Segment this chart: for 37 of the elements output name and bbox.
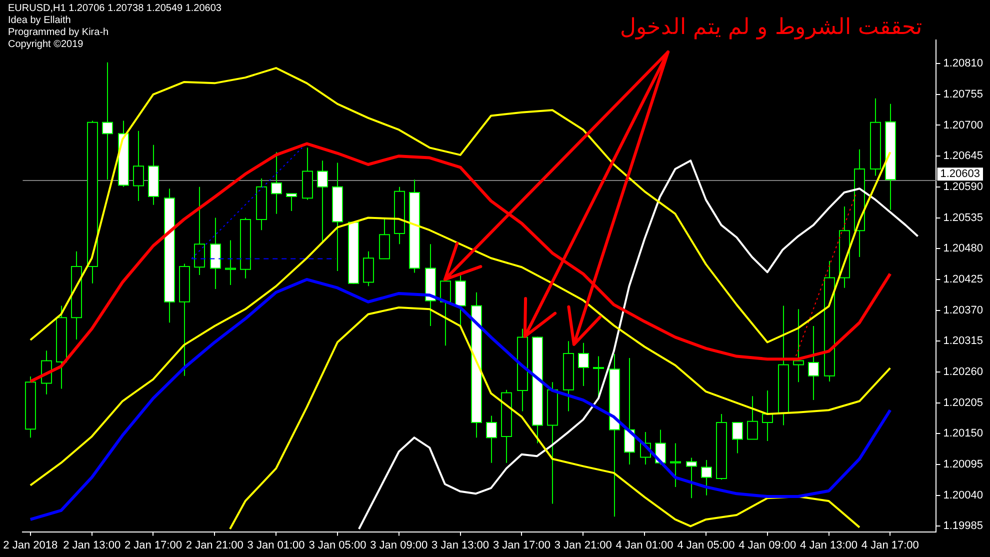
y-tick-label: 1.20755 bbox=[943, 88, 984, 100]
x-tick-label: 2 Jan 17:00 bbox=[124, 539, 182, 552]
y-tick-label: 1.20535 bbox=[943, 212, 984, 224]
ref-line-label: 1.20603 bbox=[940, 168, 980, 180]
y-tick-label: 1.20040 bbox=[943, 489, 984, 502]
y-tick-label: 1.20150 bbox=[943, 428, 984, 440]
y-tick-label: 1.20260 bbox=[943, 366, 984, 378]
x-tick-label: 3 Jan 13:00 bbox=[432, 539, 490, 552]
y-tick-label: 1.19985 bbox=[943, 520, 984, 532]
x-tick-label: 4 Jan 13:00 bbox=[800, 539, 858, 552]
x-tick-label: 4 Jan 01:00 bbox=[616, 539, 674, 552]
x-tick-label: 3 Jan 05:00 bbox=[308, 539, 366, 552]
x-tick-label: 3 Jan 17:00 bbox=[492, 539, 550, 552]
x-tick-label: 3 Jan 01:00 bbox=[247, 539, 305, 552]
x-tick-label: 2 Jan 21:00 bbox=[186, 539, 244, 552]
x-tick-label: 2 Jan 13:00 bbox=[63, 539, 121, 552]
y-tick-label: 1.20425 bbox=[943, 273, 984, 286]
x-tick-label: 4 Jan 17:00 bbox=[861, 539, 919, 552]
x-tick-label: 3 Jan 21:00 bbox=[554, 539, 612, 552]
y-tick-label: 1.20095 bbox=[943, 458, 984, 471]
y-tick-label: 1.20645 bbox=[943, 150, 984, 162]
y-tick-label: 1.20205 bbox=[943, 396, 984, 409]
annotation: تحققت الشروط و لم يتم الدخول bbox=[620, 14, 922, 40]
text: Programmed by Kira-h bbox=[8, 27, 110, 39]
y-tick-label: 1.20480 bbox=[943, 242, 984, 255]
y-tick-label: 1.20590 bbox=[943, 180, 984, 193]
y-tick-label: 1.20700 bbox=[943, 119, 984, 132]
y-tick-label: 1.20315 bbox=[943, 335, 984, 348]
x-tick-label: 2 Jan 2018 bbox=[3, 539, 58, 552]
x-tick-label: 4 Jan 09:00 bbox=[738, 539, 796, 552]
y-tick-label: 1.20810 bbox=[943, 58, 984, 70]
y-tick-label: 1.20370 bbox=[943, 304, 984, 316]
annotation: Copyright ©2019 bbox=[8, 39, 84, 51]
chart-title: EURUSD,H1 1.20706 1.20738 1.20549 1.20603 bbox=[8, 3, 222, 15]
x-tick-label: 3 Jan 09:00 bbox=[370, 539, 428, 552]
x-tick-label: 4 Jan 05:00 bbox=[677, 539, 735, 552]
text: Idea by Ellaith bbox=[8, 15, 72, 27]
